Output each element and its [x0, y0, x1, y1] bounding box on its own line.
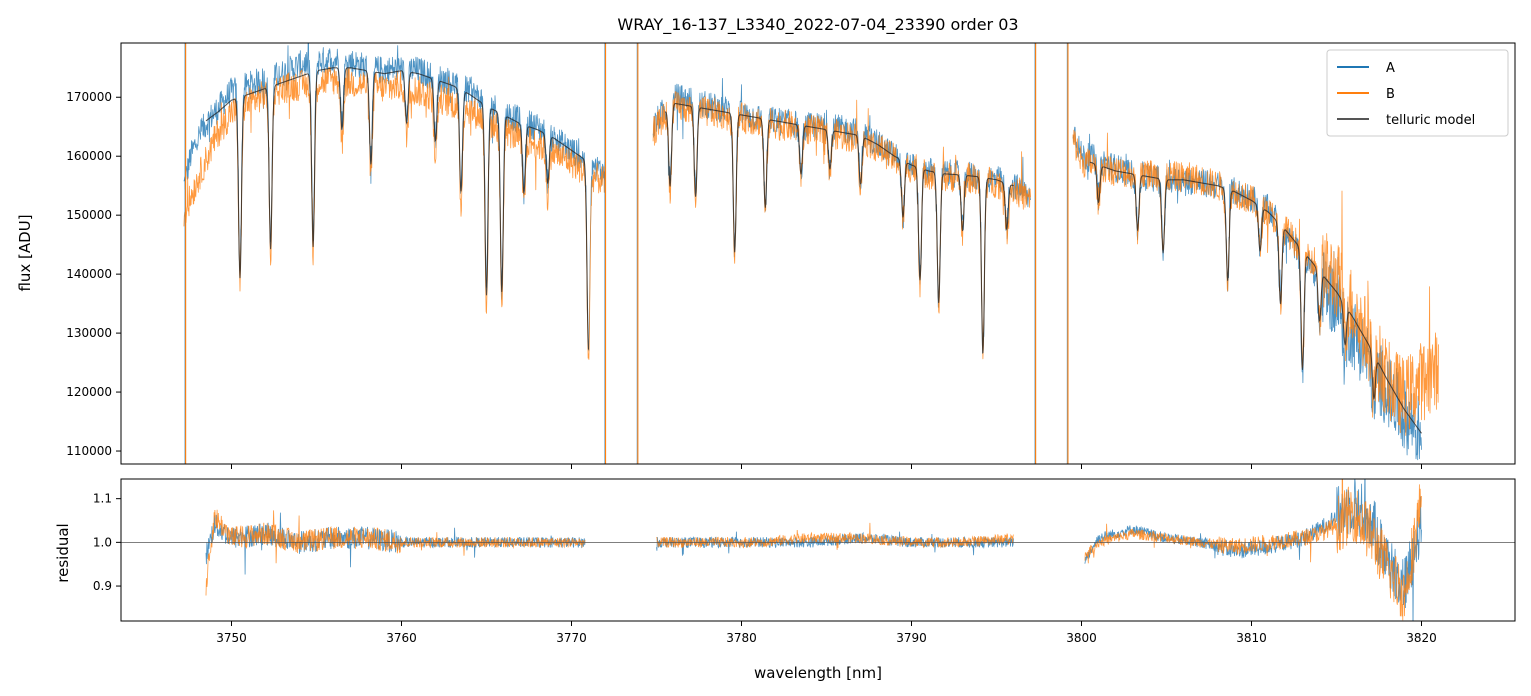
flux-plot-area [183, 43, 1439, 464]
flux-y-tick-label: 150000 [66, 208, 112, 222]
series-telluric-model-segment-2 [1089, 161, 1422, 434]
residual-a-segment-2 [1084, 479, 1422, 621]
x-axis-label: wavelength [nm] [754, 664, 882, 682]
series-telluric-model-segment-0 [205, 67, 590, 350]
legend-label-b: B [1386, 87, 1395, 102]
residual-b-segment-1 [656, 522, 1014, 550]
x-tick-label: 3780 [726, 631, 757, 645]
flux-axes-frame [120, 42, 1516, 465]
residual-a-segment-0 [205, 512, 586, 575]
series-telluric-model-segment-1 [664, 103, 1014, 354]
residual-axes-frame [120, 478, 1516, 622]
x-tick-label: 3790 [896, 631, 927, 645]
residual-tick-group: 0.9 1.0 1.1 3750 3760 3770 3780 3790 3800 3810 382… [93, 492, 1437, 645]
x-tick-label: 3820 [1406, 631, 1437, 645]
residual-y-tick-label: 0.9 [93, 579, 112, 593]
legend-label-a: A [1386, 61, 1395, 76]
flux-y-tick-label: 140000 [66, 267, 112, 281]
series-b-segment-0 [183, 66, 606, 360]
flux-tick-group: 110000 120000 130000 140000 150000 160000 1700… [66, 90, 1422, 469]
legend-label-telluric: telluric model [1386, 113, 1475, 128]
x-tick-label: 3800 [1066, 631, 1097, 645]
flux-y-axis-label: flux [ADU] [16, 214, 34, 291]
series-b-segment-2 [1072, 129, 1439, 436]
residual-y-tick-label: 1.1 [93, 492, 112, 506]
x-tick-label: 3810 [1236, 631, 1267, 645]
residual-b-segment-2 [1084, 479, 1422, 621]
series-b-segment-1 [652, 91, 1031, 360]
residual-y-tick-label: 1.0 [93, 535, 112, 549]
chart-title: WRAY_16-137_L3340_2022-07-04_23390 order… [617, 15, 1018, 35]
residual-plot-area [121, 479, 1515, 621]
x-tick-label: 3760 [386, 631, 417, 645]
residual-b-segment-0 [205, 509, 586, 596]
flux-y-tick-label: 130000 [66, 326, 112, 340]
flux-y-tick-label: 120000 [66, 385, 112, 399]
flux-panel: 110000 120000 130000 140000 150000 160000 1700… [16, 42, 1516, 469]
legend: A B telluric model [1326, 49, 1509, 137]
series-a-segment-0 [183, 43, 606, 352]
flux-y-tick-label: 160000 [66, 149, 112, 163]
residual-y-axis-label: residual [54, 523, 72, 582]
legend-box [1326, 49, 1509, 137]
flux-y-tick-label: 170000 [66, 90, 112, 104]
x-tick-label: 3750 [216, 631, 247, 645]
x-tick-label: 3770 [556, 631, 587, 645]
residual-panel: 0.9 1.0 1.1 3750 3760 3770 3780 3790 3800 3810 382… [54, 478, 1516, 682]
flux-y-tick-label: 110000 [66, 444, 112, 458]
